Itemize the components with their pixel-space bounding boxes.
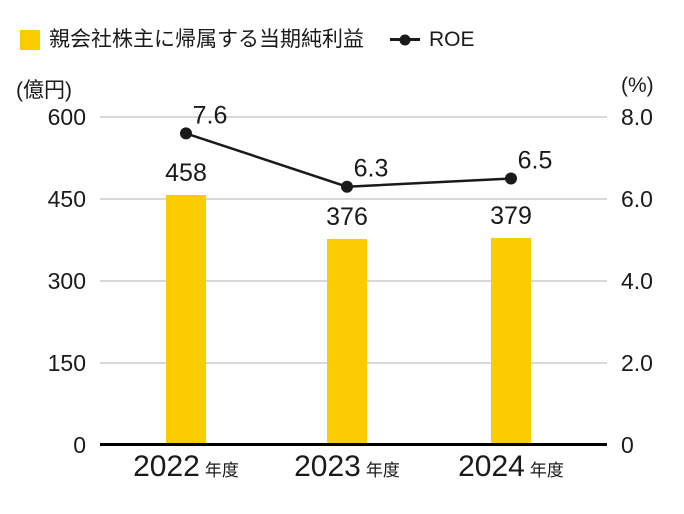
bar-value-label: 379: [490, 201, 532, 230]
x-axis-year: 2024: [458, 450, 525, 483]
left-axis-tick: 0: [73, 432, 86, 458]
right-axis-unit: (%): [621, 74, 654, 97]
legend-item-net-income: 親会社株主に帰属する当期純利益: [20, 29, 364, 50]
right-axis-tick: 8.0: [621, 104, 653, 130]
left-axis-tick: 600: [47, 104, 86, 130]
legend: 親会社株主に帰属する当期純利益 ROE: [20, 29, 475, 50]
gridline: [100, 116, 607, 118]
gridline: [100, 198, 607, 200]
bar: [327, 239, 367, 445]
x-axis-year-suffix: 年度: [529, 461, 564, 480]
roe-value-label: 6.5: [518, 147, 553, 175]
roe-value-label: 6.3: [354, 155, 389, 183]
plot-area: 458 376 379 7.6 6.3 6.5: [100, 101, 607, 446]
roe-point: [505, 172, 517, 185]
bar-swatch-icon: [20, 29, 40, 50]
x-axis-label: 2023 年度: [257, 450, 437, 484]
left-axis-tick: 450: [47, 186, 86, 212]
legend-label-roe: ROE: [429, 28, 475, 51]
bar-value-label: 458: [165, 158, 207, 187]
legend-label-net-income: 親会社株主に帰属する当期純利益: [49, 28, 364, 51]
legend-item-roe: ROE: [390, 29, 475, 50]
x-axis-year-suffix: 年度: [204, 461, 239, 480]
bar: [491, 237, 531, 445]
x-axis-year: 2023: [294, 450, 361, 483]
roe-point: [341, 180, 353, 193]
right-axis-tick: 2.0: [621, 350, 653, 376]
right-axis-tick: 6.0: [621, 186, 653, 212]
right-axis-tick: 0: [621, 432, 634, 458]
roe-point: [180, 127, 192, 140]
left-axis-tick: 300: [47, 268, 86, 294]
left-axis-unit: (億円): [16, 79, 72, 102]
left-axis-tick: 150: [47, 350, 86, 376]
bar: [166, 194, 206, 445]
line-dot-icon: [390, 34, 420, 45]
bar-value-label: 376: [326, 203, 368, 232]
x-axis-year-suffix: 年度: [365, 461, 400, 480]
x-axis-label: 2024 年度: [421, 450, 601, 484]
right-axis-tick: 4.0: [621, 268, 653, 294]
x-axis-label: 2022 年度: [96, 450, 276, 484]
x-axis-line: [100, 443, 607, 446]
x-axis-year: 2022: [133, 450, 200, 483]
